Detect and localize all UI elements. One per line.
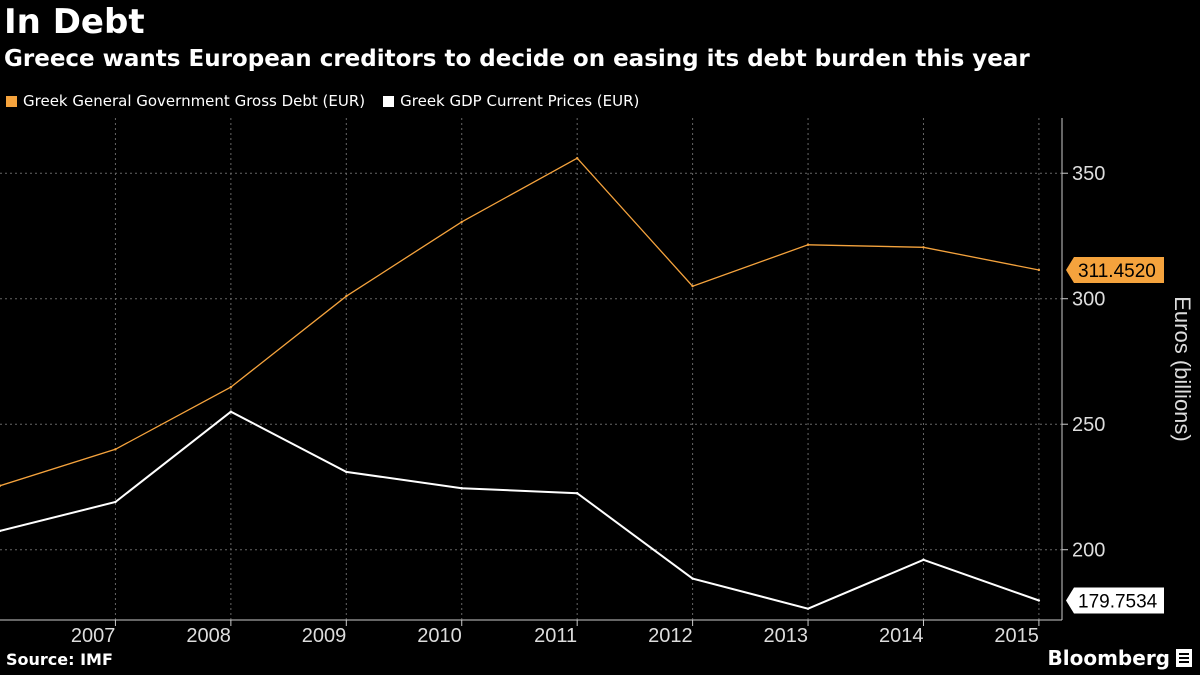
legend-swatch-debt: [6, 95, 17, 107]
y-tick-label-350: 350: [1072, 163, 1105, 185]
brand-name: Bloomberg: [1047, 646, 1170, 670]
x-tick-label-2015: 2015: [994, 625, 1039, 647]
data-point-0-2014: [922, 246, 925, 249]
data-point-0-2013: [806, 243, 810, 246]
y-tick-label-300: 300: [1072, 289, 1105, 311]
x-tick-label-2012: 2012: [648, 625, 693, 647]
data-point-0-2012: [691, 284, 694, 288]
data-point-1-2012: [691, 577, 694, 580]
data-point-1-2010: [460, 487, 463, 490]
x-tick-label-2014: 2014: [879, 625, 924, 647]
data-point-0-2009: [345, 295, 348, 298]
x-tick-label-2013: 2013: [764, 625, 809, 647]
data-point-1-2011: [575, 492, 579, 495]
x-tick-label-2009: 2009: [302, 625, 347, 647]
last-value-tag-1: [1066, 587, 1164, 614]
data-point-0-2010: [460, 220, 463, 224]
legend-label-gdp: Greek GDP Current Prices (EUR): [400, 92, 640, 110]
brand-logo: Bloomberg: [1048, 646, 1192, 670]
data-point-1-2013: [806, 607, 810, 610]
data-point-0-2011: [575, 156, 579, 160]
data-point-1-2008: [229, 410, 233, 413]
legend-item-gdp: Greek GDP Current Prices (EUR): [383, 92, 639, 110]
data-point-1-2015: [1037, 599, 1041, 602]
y-tick-label-250: 250: [1072, 414, 1105, 436]
legend-item-debt: Greek General Government Gross Debt (EUR…: [6, 92, 365, 110]
legend-swatch-gdp: [383, 95, 395, 107]
last-value-label-1: 179.7534: [1078, 592, 1158, 613]
x-tick-label-2008: 2008: [186, 625, 231, 647]
data-point-0-2006: [0, 484, 2, 487]
data-point-1-2006: [0, 529, 2, 533]
legend: Greek General Government Gross Debt (EUR…: [6, 92, 639, 110]
data-point-1-2009: [345, 470, 348, 474]
series-line-0: [0, 157, 1040, 487]
series-line-1: [0, 410, 1040, 610]
last-value-label-0: 311.4520: [1078, 261, 1156, 282]
data-point-0-2015: [1037, 268, 1041, 272]
x-tick-label-2010: 2010: [417, 625, 462, 647]
data-point-0-2008: [229, 385, 233, 389]
bloomberg-terminal-icon: [1176, 649, 1192, 667]
data-point-1-2007: [114, 500, 117, 504]
chart-subtitle: Greece wants European creditors to decid…: [4, 46, 1030, 72]
last-value-tag-0: [1066, 256, 1164, 283]
source-note: Source: IMF: [6, 650, 113, 669]
legend-label-debt: Greek General Government Gross Debt (EUR…: [23, 92, 366, 110]
data-point-0-2007: [114, 448, 117, 451]
data-point-1-2014: [922, 558, 925, 561]
x-tick-label-2007: 2007: [71, 625, 116, 647]
y-axis-label: Euros (billions): [1170, 296, 1195, 442]
y-tick-label-200: 200: [1072, 540, 1105, 562]
chart-title: In Debt: [4, 2, 145, 42]
x-tick-label-2011: 2011: [534, 625, 577, 647]
